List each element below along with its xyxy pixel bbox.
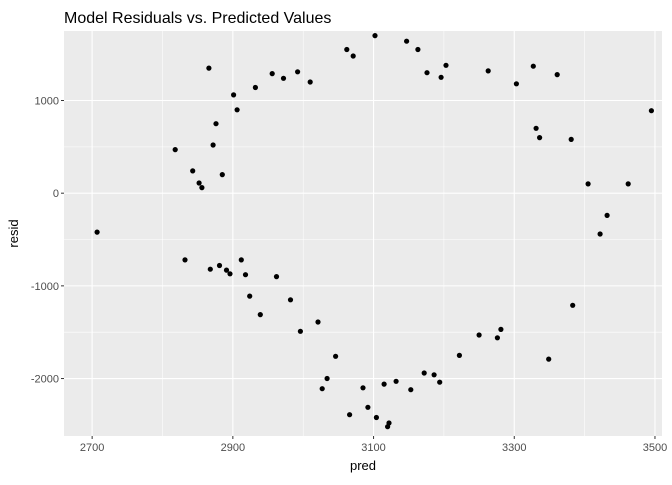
data-point (247, 293, 253, 299)
data-point (570, 302, 576, 308)
data-point (424, 70, 430, 76)
data-point (625, 181, 631, 187)
data-point (485, 68, 491, 74)
data-point (404, 38, 410, 44)
x-tick-label: 2700 (80, 442, 104, 454)
x-tick-label: 3100 (361, 442, 385, 454)
data-point (315, 319, 321, 325)
data-point (295, 69, 301, 75)
x-tick-label: 3500 (643, 442, 667, 454)
data-point (443, 62, 449, 68)
data-point (199, 185, 205, 191)
data-point (537, 135, 543, 141)
data-point (431, 372, 437, 378)
data-point (182, 257, 188, 263)
data-point (568, 136, 574, 142)
data-point (172, 147, 178, 153)
data-point (216, 262, 223, 269)
data-point (648, 108, 655, 114)
data-point (365, 404, 371, 410)
data-point (533, 125, 539, 131)
x-tick-label: 3300 (502, 442, 526, 454)
data-point (421, 370, 427, 376)
data-point (287, 297, 294, 303)
data-point (494, 335, 500, 341)
data-point (597, 231, 603, 237)
data-point (393, 378, 399, 384)
data-point (513, 81, 520, 87)
data-point (280, 75, 287, 81)
data-point (319, 386, 325, 392)
data-point (210, 142, 216, 148)
data-point (223, 267, 230, 273)
y-tick-label: -2000 (31, 374, 59, 386)
y-axis-ticks: -2000 -1000 0 1000 (31, 96, 64, 386)
data-point (381, 381, 387, 387)
data-point (219, 172, 225, 178)
data-point (307, 79, 313, 85)
y-tick-label: -1000 (31, 281, 59, 293)
data-point (350, 53, 356, 59)
data-point (257, 312, 263, 318)
data-point (476, 332, 482, 338)
data-point (554, 72, 560, 78)
minor-gridlines (64, 31, 662, 436)
data-point (604, 212, 610, 218)
data-point (206, 65, 212, 71)
plot-panel (64, 31, 662, 436)
data-point (324, 375, 330, 382)
data-point (408, 387, 414, 393)
data-points (94, 33, 655, 430)
major-gridlines (64, 31, 662, 436)
data-point (234, 107, 240, 113)
y-tick-label: 0 (53, 188, 59, 200)
data-point (373, 414, 379, 421)
data-point (94, 229, 100, 235)
x-axis-title: pred (350, 458, 376, 473)
data-point (415, 46, 421, 53)
data-point (227, 271, 233, 277)
y-tick-label: 1000 (35, 96, 59, 108)
data-point (190, 168, 196, 174)
data-point (530, 63, 536, 69)
data-point (456, 352, 462, 358)
data-point (372, 33, 378, 39)
data-point (333, 353, 339, 359)
data-point (546, 356, 552, 362)
data-point (438, 74, 444, 80)
data-point (585, 181, 591, 187)
y-axis-title: resid (6, 219, 21, 247)
data-point (437, 379, 443, 385)
x-tick-label: 2900 (221, 442, 245, 454)
data-point (273, 274, 280, 280)
data-point (242, 272, 249, 278)
data-point (231, 92, 237, 98)
data-point (498, 326, 504, 332)
data-point (213, 121, 219, 127)
data-point (297, 328, 303, 334)
data-point (196, 180, 202, 186)
data-point (269, 71, 275, 77)
data-point (386, 420, 392, 426)
data-point (252, 84, 258, 91)
data-point (238, 257, 244, 263)
chart-title: Model Residuals vs. Predicted Values (64, 10, 331, 27)
data-point (360, 385, 366, 391)
data-point (207, 266, 213, 272)
x-axis-ticks: 2700 2900 3100 3300 3500 (80, 436, 667, 454)
data-point (344, 46, 350, 53)
data-point (347, 412, 353, 418)
